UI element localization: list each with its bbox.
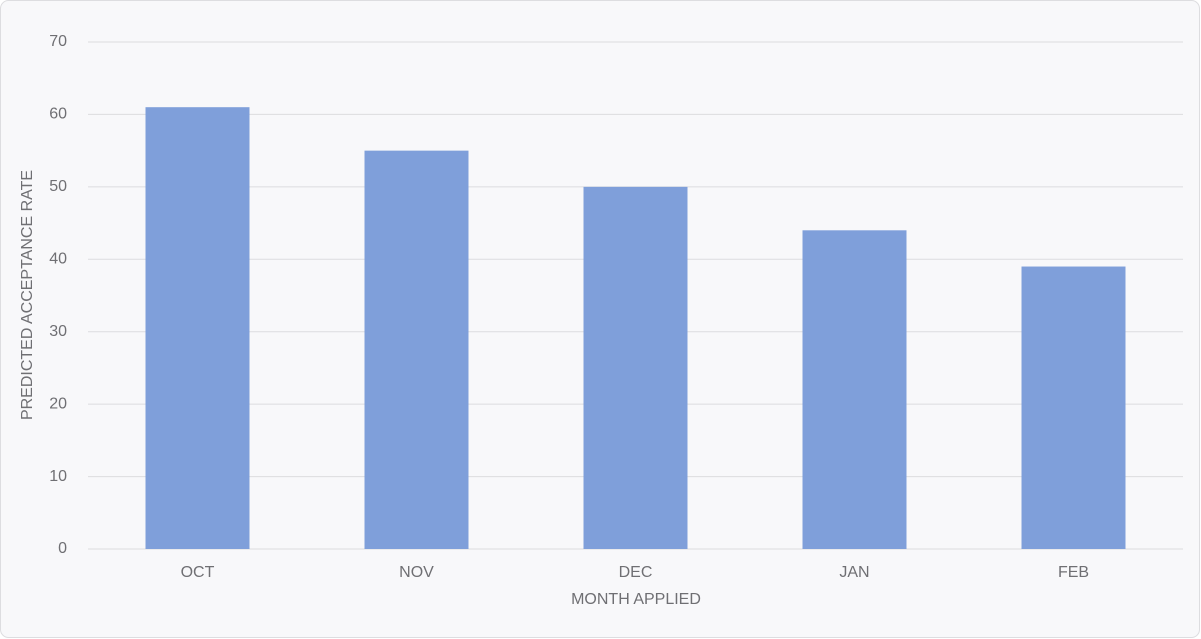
y-tick-label: 30 bbox=[49, 323, 67, 340]
x-tick-label: OCT bbox=[181, 564, 215, 581]
y-tick-label: 40 bbox=[49, 251, 67, 268]
y-tick-label: 50 bbox=[49, 178, 67, 195]
bar bbox=[802, 230, 907, 550]
y-tick-label: 70 bbox=[49, 33, 67, 50]
y-tick-label: 10 bbox=[49, 468, 67, 485]
x-axis-title: MONTH APPLIED bbox=[571, 591, 701, 608]
x-tick-label: DEC bbox=[619, 564, 653, 581]
y-tick-label: 20 bbox=[49, 395, 67, 412]
x-tick-label: FEB bbox=[1058, 564, 1089, 581]
bar bbox=[145, 107, 250, 549]
bar bbox=[364, 150, 469, 549]
bar bbox=[1021, 266, 1126, 549]
y-tick-label: 60 bbox=[49, 106, 67, 123]
x-tick-label: JAN bbox=[839, 564, 869, 581]
bar bbox=[583, 186, 688, 549]
y-axis-title: PREDICTED ACCEPTANCE RATE bbox=[19, 170, 36, 420]
y-tick-label: 0 bbox=[58, 540, 67, 557]
x-tick-label: NOV bbox=[399, 564, 434, 581]
